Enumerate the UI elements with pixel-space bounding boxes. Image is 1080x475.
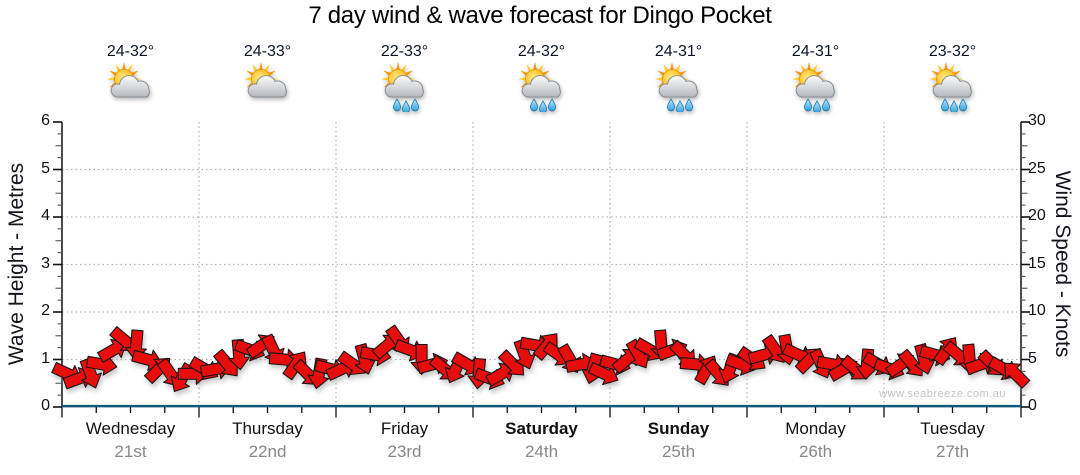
day-name-label: Friday [380,419,429,438]
weather-icon [515,60,569,114]
wind-arrow [914,343,936,375]
wind-arrow [228,338,251,371]
temp-range-label: 24-31° [654,43,703,60]
right-axis-tick-label: 30 [1028,112,1046,129]
day-date-label: 23rd [387,442,422,461]
left-axis-tick-label: 0 [41,397,50,414]
sun-showers-icon [791,62,835,114]
wind-arrow [513,338,536,370]
partly-cloudy-icon [106,62,150,98]
day-date-label: 24th [524,442,559,461]
day-date-label: 21st [114,442,147,461]
wind-arrow [79,357,102,389]
day-name-label: Saturday [505,419,578,438]
weather-icon [926,60,980,114]
right-axis-tick-label: 25 [1028,159,1046,177]
temp-range-label: 24-32° [106,43,155,60]
sun-showers-icon [654,62,698,114]
temp-range-label: 23-32° [928,43,977,60]
left-axis-tick-label: 2 [41,302,50,319]
weather-icon [104,60,158,112]
left-axis-tick-label: 3 [41,254,50,272]
day-name-label: Wednesday [85,419,176,438]
day-name-label: Tuesday [920,419,985,438]
left-axis-tick-label: 4 [41,207,50,224]
day-date-label: 25th [661,442,696,461]
right-axis-tick-label: 10 [1028,302,1046,319]
right-axis-tick-label: 15 [1028,254,1046,272]
day-date-label: 27th [935,442,970,461]
sun-showers-icon [517,62,561,114]
left-axis-tick-label: 5 [41,159,50,177]
partly-cloudy-icon [243,62,287,98]
temp-range-label: 24-33° [243,43,292,60]
right-axis-tick-label: 20 [1028,207,1046,224]
temp-range-label: 22-33° [380,43,429,60]
sun-showers-icon [380,62,424,114]
temp-range-label: 24-31° [791,43,840,60]
right-axis-tick-label: 0 [1028,397,1037,414]
day-name-label: Sunday [647,419,710,438]
day-date-label: 22nd [248,442,287,461]
weather-icon [378,60,432,114]
temp-range-label: 24-32° [517,43,566,60]
weather-icon [241,60,295,112]
day-name-label: Thursday [232,419,303,438]
left-axis-tick-label: 1 [41,349,50,367]
day-date-label: 26th [798,442,833,461]
sun-showers-icon [928,62,972,114]
wind-arrow-series [51,324,1031,393]
weather-icon [789,60,843,114]
right-axis-tick-label: 5 [1028,349,1037,367]
watermark: www.seabreeze.com.au [879,388,1006,400]
left-axis-tick-label: 6 [41,112,50,129]
weather-icon [652,60,706,114]
day-name-label: Monday [785,419,846,438]
wind-arrow [1004,362,1031,389]
chart-title: 7 day wind & wave forecast for Dingo Poc… [308,2,772,29]
